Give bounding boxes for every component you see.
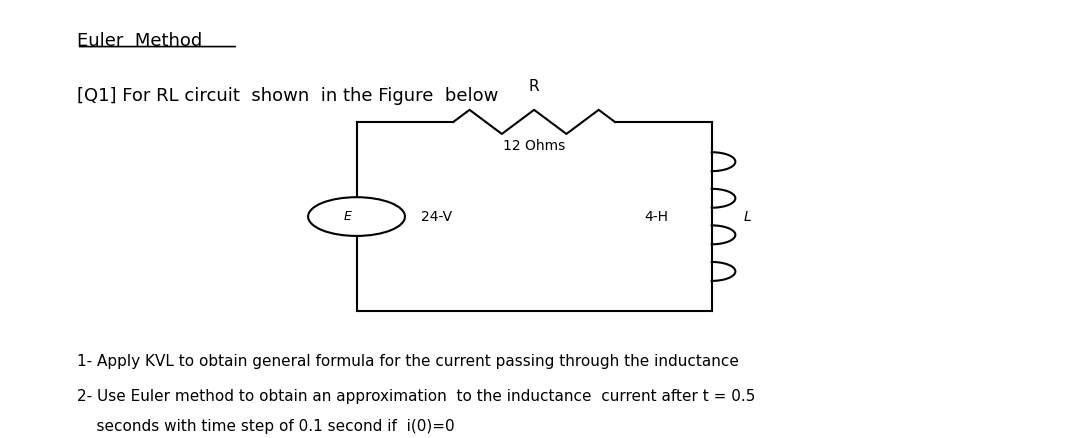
Text: 4-H: 4-H bbox=[644, 209, 669, 223]
Text: 24-V: 24-V bbox=[421, 209, 452, 223]
Text: [Q1] For RL circuit  shown  in the Figure  below: [Q1] For RL circuit shown in the Figure … bbox=[77, 88, 498, 106]
Text: L: L bbox=[745, 209, 752, 223]
Text: seconds with time step of 0.1 second if  i(0)=0: seconds with time step of 0.1 second if … bbox=[77, 419, 454, 434]
Text: 2- Use Euler method to obtain an approximation  to the inductance  current after: 2- Use Euler method to obtain an approxi… bbox=[77, 389, 755, 404]
Text: R: R bbox=[529, 79, 540, 94]
Text: Euler  Method: Euler Method bbox=[77, 32, 202, 49]
Text: E: E bbox=[344, 210, 352, 223]
Text: 1- Apply KVL to obtain general formula for the current passing through the induc: 1- Apply KVL to obtain general formula f… bbox=[77, 354, 739, 369]
Text: 12 Ohms: 12 Ohms bbox=[503, 139, 565, 153]
